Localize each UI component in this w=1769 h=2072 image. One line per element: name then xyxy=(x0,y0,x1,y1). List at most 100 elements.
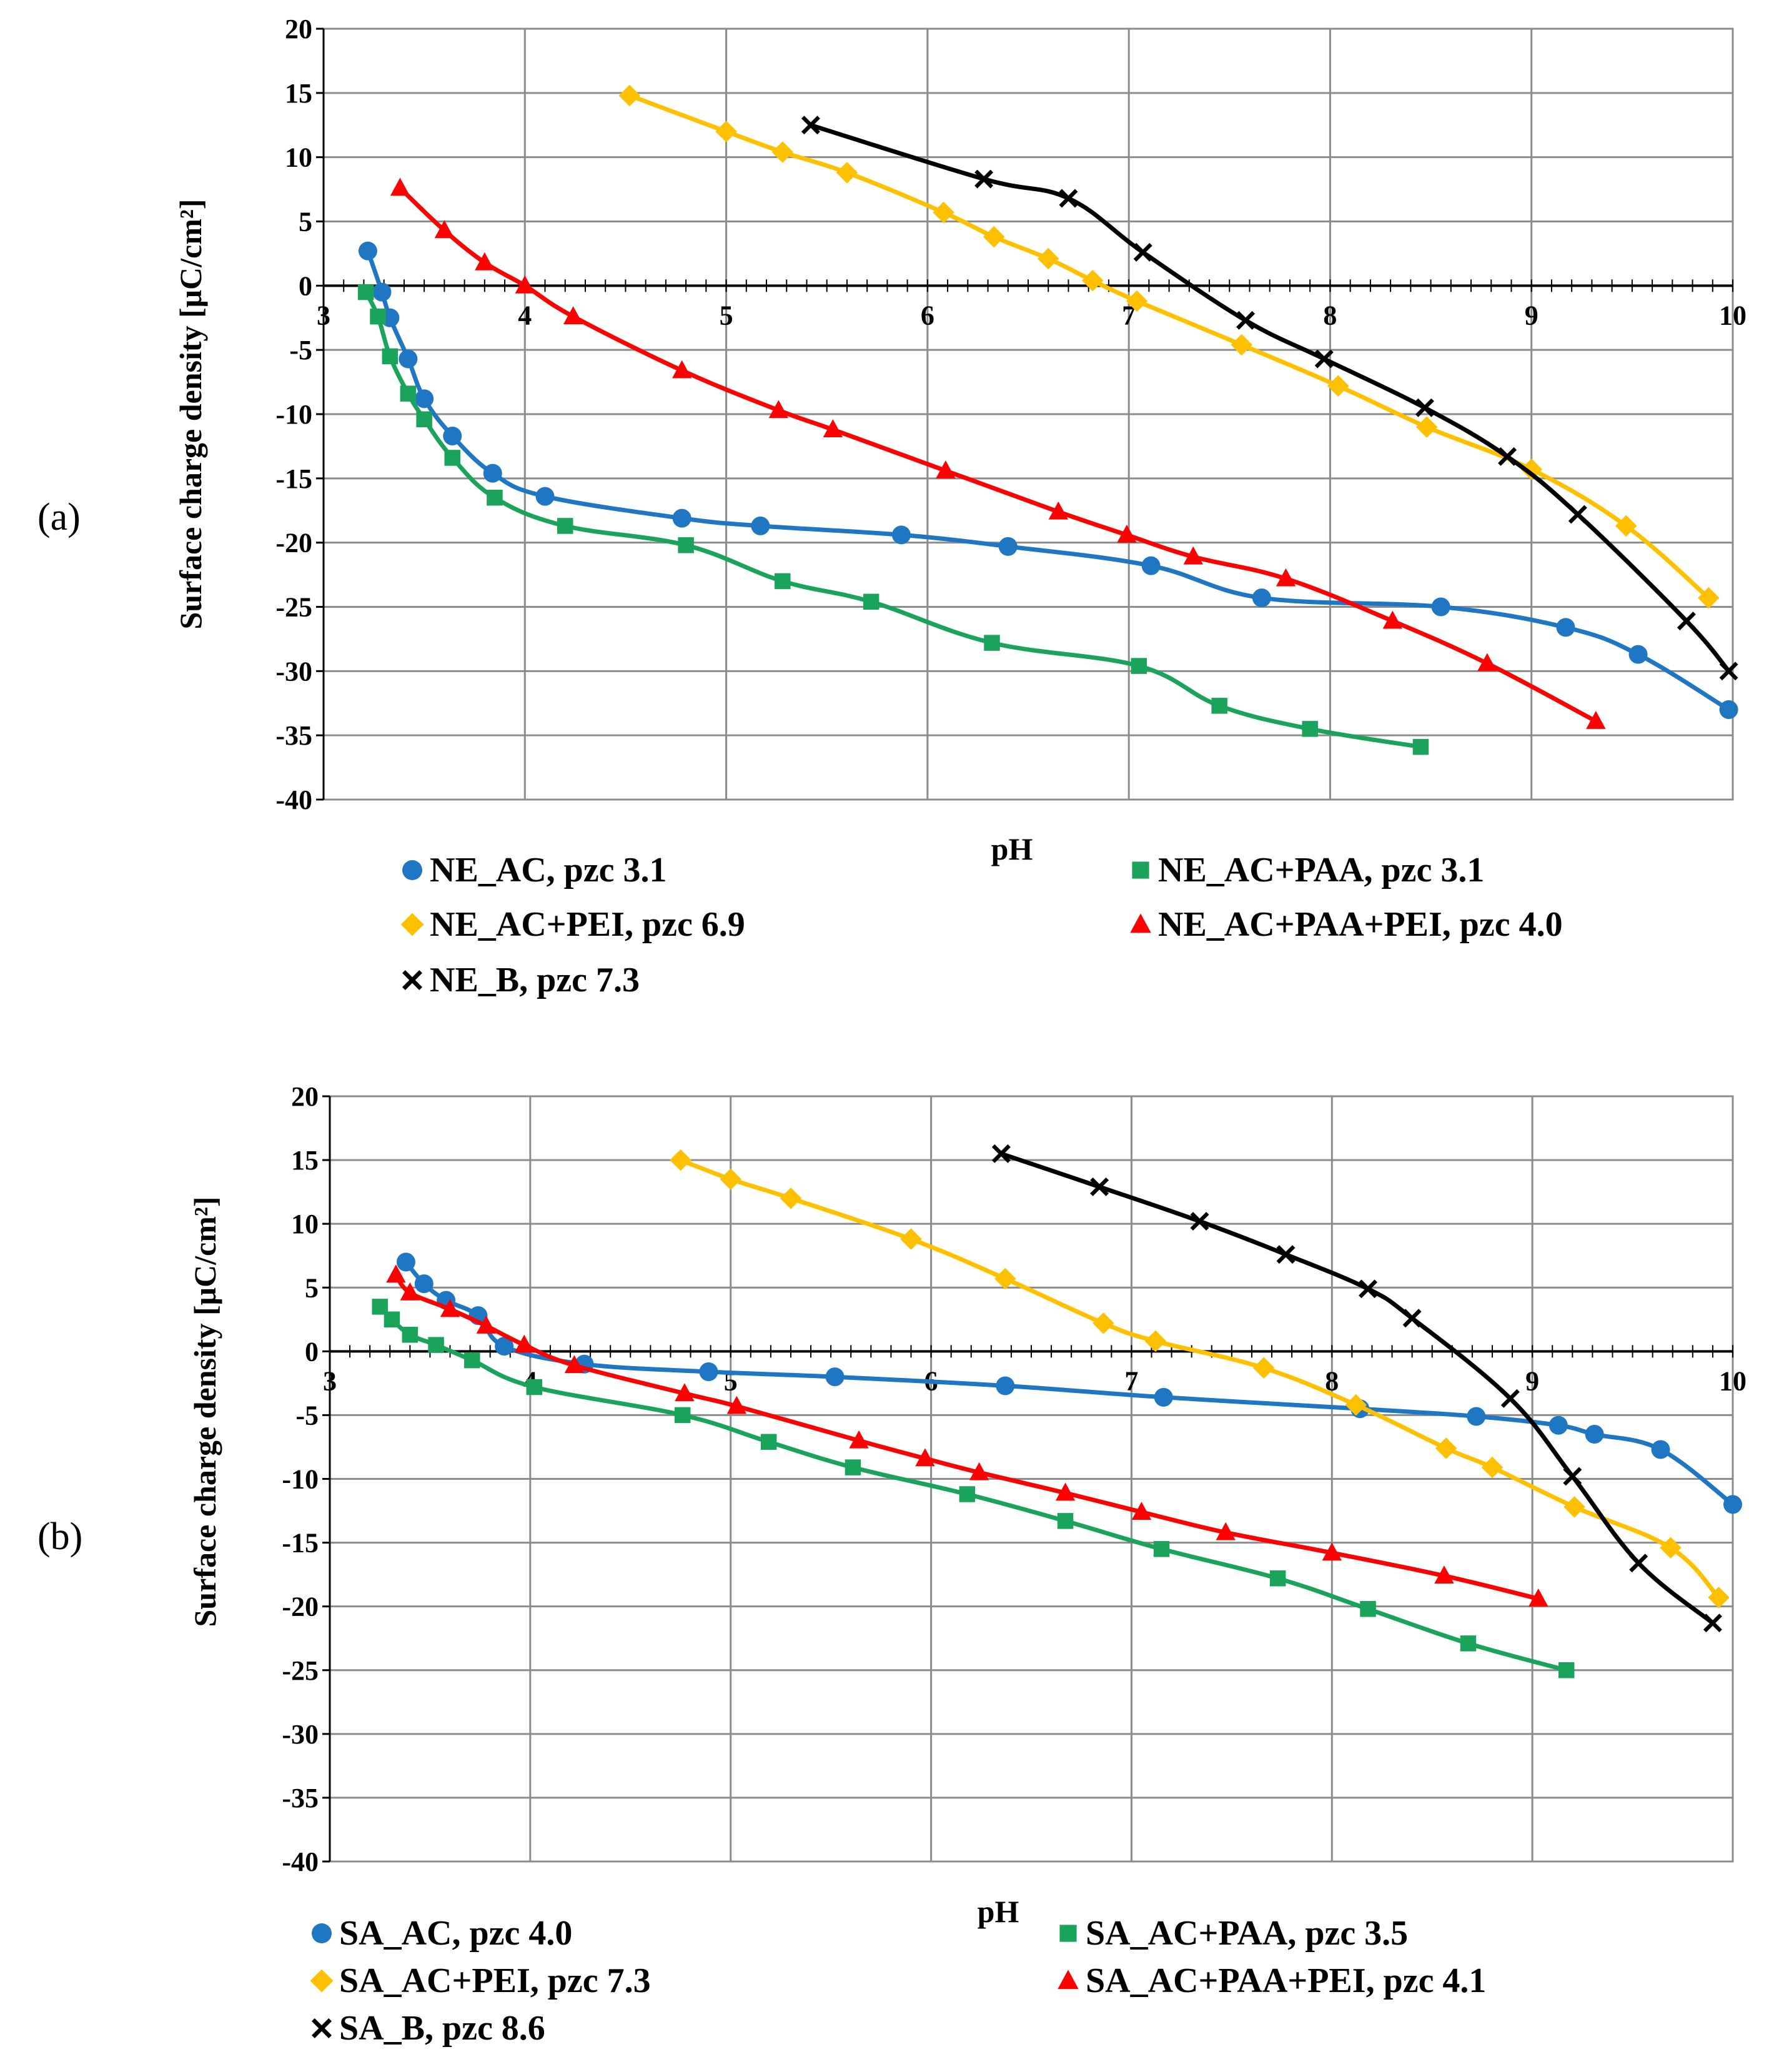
data-point xyxy=(1568,505,1587,524)
legend-marker xyxy=(312,1923,332,1943)
y-tick-label: -10 xyxy=(275,399,312,430)
series-ne-ac-paa-pei xyxy=(390,177,1606,729)
data-point xyxy=(674,1407,691,1424)
data-point xyxy=(1090,1177,1109,1196)
x-tick-label: 9 xyxy=(1525,1366,1539,1396)
y-tick-label: 5 xyxy=(299,207,312,237)
legend-label: SA_AC+PEI, pzc 7.3 xyxy=(339,1961,651,2000)
data-point xyxy=(699,1362,718,1381)
data-point xyxy=(1628,645,1648,664)
data-point xyxy=(464,1352,480,1369)
data-point xyxy=(557,518,573,534)
data-point xyxy=(1563,1496,1585,1518)
legend-label: NE_B, pzc 7.3 xyxy=(430,961,640,999)
series-sa-ac xyxy=(396,1252,1742,1514)
y-tick-label: -5 xyxy=(289,335,312,365)
data-point xyxy=(475,252,495,270)
y-tick-label: 15 xyxy=(285,78,312,109)
data-point xyxy=(1434,1565,1454,1584)
data-point xyxy=(863,593,880,610)
data-point xyxy=(1117,524,1137,543)
data-point xyxy=(483,463,502,483)
data-point xyxy=(384,1311,400,1328)
data-point xyxy=(1615,515,1637,537)
data-point xyxy=(1093,1312,1114,1334)
data-point xyxy=(991,1144,1011,1163)
data-point xyxy=(1382,610,1403,629)
y-tick-label: -40 xyxy=(275,785,312,815)
data-point xyxy=(915,1448,935,1467)
data-point xyxy=(1708,1587,1730,1609)
data-point xyxy=(515,275,535,294)
data-point xyxy=(1057,1513,1074,1529)
legend-marker xyxy=(1132,861,1149,879)
legend-label: SA_B, pzc 8.6 xyxy=(339,2009,545,2048)
data-point xyxy=(801,116,820,135)
panel-label: (a) xyxy=(37,496,81,538)
x-axis-title: pH xyxy=(991,831,1033,866)
data-point xyxy=(1500,1389,1520,1408)
data-point xyxy=(495,1337,514,1356)
data-point xyxy=(1183,546,1203,565)
y-tick-label: -35 xyxy=(275,720,312,751)
legend-label: SA_AC+PAA, pzc 3.5 xyxy=(1086,1914,1408,1953)
data-point xyxy=(1231,334,1252,356)
gridlines xyxy=(324,29,1733,800)
data-point xyxy=(1481,1456,1504,1479)
data-point xyxy=(414,1274,434,1294)
data-point xyxy=(1216,1522,1236,1540)
data-point xyxy=(1276,568,1296,587)
data-point xyxy=(1660,1537,1682,1559)
y-tick-label: -30 xyxy=(275,656,312,687)
data-point xyxy=(390,177,410,196)
x-tick-label: 6 xyxy=(921,300,934,330)
data-point xyxy=(1719,662,1738,681)
data-point xyxy=(1629,1554,1648,1573)
data-point xyxy=(1719,700,1738,720)
gridlines xyxy=(330,1096,1733,1861)
data-point xyxy=(891,525,911,545)
data-point xyxy=(969,1462,989,1480)
data-point xyxy=(1435,1437,1457,1459)
y-tick-label: -25 xyxy=(282,1655,319,1686)
legend-marker xyxy=(1130,913,1151,933)
series-sa-ac-paa-pei xyxy=(386,1264,1548,1607)
data-point xyxy=(825,1367,845,1387)
legend-label: NE_AC+PEI, pzc 6.9 xyxy=(430,905,745,944)
data-point xyxy=(1460,1635,1477,1652)
data-point xyxy=(396,1252,415,1272)
y-axis-title: Surface charge density [μC/cm²] xyxy=(187,1196,222,1627)
data-point xyxy=(1211,698,1227,714)
data-point xyxy=(1055,1482,1076,1501)
x-tick-label: 10 xyxy=(1719,1366,1747,1396)
data-point xyxy=(1314,349,1334,369)
data-point xyxy=(1529,1588,1548,1607)
x-tick-label: 3 xyxy=(317,300,330,330)
y-tick-label: -10 xyxy=(282,1464,319,1495)
data-point xyxy=(1126,290,1148,312)
data-point xyxy=(959,1486,976,1502)
y-tick-label: -15 xyxy=(282,1528,319,1559)
data-point xyxy=(849,1430,869,1449)
data-point xyxy=(1081,269,1104,292)
data-point xyxy=(670,1149,691,1171)
data-point xyxy=(1037,247,1059,270)
x-tick-label: 7 xyxy=(1124,1366,1138,1396)
legend-entry: NE_AC+PAA+PEI, pzc 4.0 xyxy=(1130,905,1563,944)
data-point xyxy=(720,1168,741,1190)
data-point xyxy=(715,121,737,142)
y-tick-label: -5 xyxy=(295,1400,319,1430)
data-point xyxy=(382,348,399,365)
data-point xyxy=(400,385,417,402)
y-tick-label: 5 xyxy=(305,1272,319,1303)
data-point xyxy=(1359,1279,1378,1299)
series-sa-ac-paa xyxy=(372,1299,1575,1678)
data-point xyxy=(1154,1387,1173,1407)
legend-marker xyxy=(402,970,422,990)
data-point xyxy=(900,1228,922,1250)
data-point xyxy=(563,306,583,325)
data-point xyxy=(1498,447,1517,466)
data-point xyxy=(1651,1440,1670,1459)
data-point xyxy=(726,1395,747,1414)
legend-marker xyxy=(1058,1970,1079,1990)
